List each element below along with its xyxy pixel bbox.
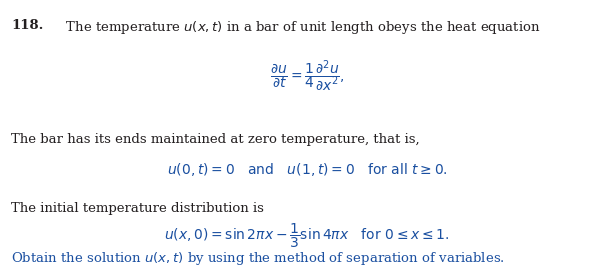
Text: $u(0, t) = 0 \quad \mathrm{and} \quad u(1, t) = 0 \quad \mathrm{for\ all\ } t \g: $u(0, t) = 0 \quad \mathrm{and} \quad u(… <box>166 161 448 178</box>
Text: The bar has its ends maintained at zero temperature, that is,: The bar has its ends maintained at zero … <box>11 134 420 147</box>
Text: The initial temperature distribution is: The initial temperature distribution is <box>11 202 264 215</box>
Text: Obtain the solution $u(x, t)$ by using the method of separation of variables.: Obtain the solution $u(x, t)$ by using t… <box>11 250 505 267</box>
Text: $u(x, 0) = \sin 2\pi x - \dfrac{1}{3} \sin 4\pi x \quad \mathrm{for}\ 0 \leq x \: $u(x, 0) = \sin 2\pi x - \dfrac{1}{3} \s… <box>165 222 449 250</box>
Text: $\dfrac{\partial u}{\partial t} = \dfrac{1}{4}\dfrac{\partial^2 u}{\partial x^2}: $\dfrac{\partial u}{\partial t} = \dfrac… <box>270 58 344 94</box>
Text: The temperature $u(x, t)$ in a bar of unit length obeys the heat equation: The temperature $u(x, t)$ in a bar of un… <box>53 19 540 36</box>
Text: 118.: 118. <box>11 19 44 32</box>
